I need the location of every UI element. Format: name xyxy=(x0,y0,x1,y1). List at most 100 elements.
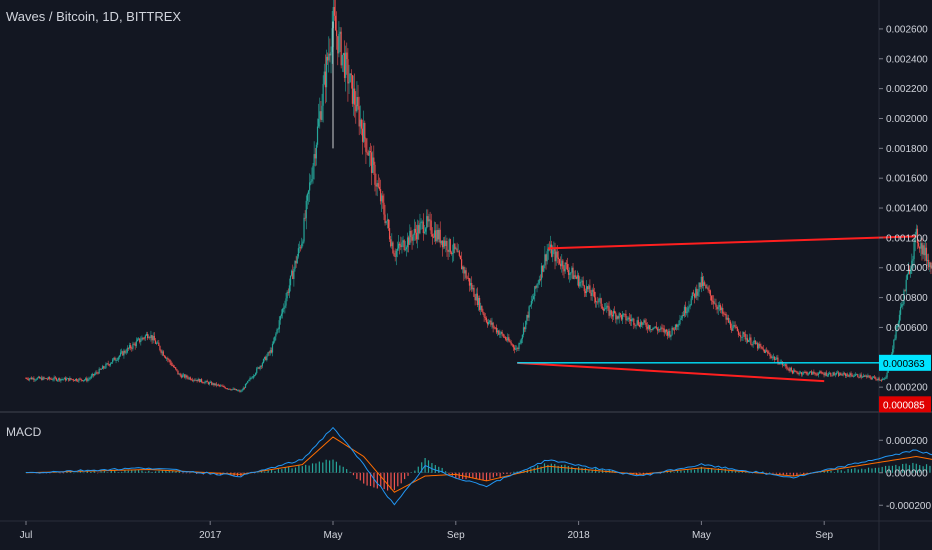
candle-body xyxy=(381,195,383,202)
candle-body xyxy=(267,352,269,356)
macd-histogram-bar xyxy=(598,471,600,473)
candle-body xyxy=(800,372,803,375)
candle-body xyxy=(706,287,708,289)
candle-body xyxy=(903,290,905,305)
candle-body xyxy=(76,378,78,381)
candle-body xyxy=(555,251,557,262)
candle-body xyxy=(902,304,904,305)
candle-body xyxy=(432,236,435,238)
candle-body xyxy=(845,374,848,376)
macd-histogram-bar xyxy=(670,470,672,473)
candle-body xyxy=(53,377,55,380)
macd-histogram-bar xyxy=(219,472,222,476)
macd-histogram-bar xyxy=(687,469,689,473)
candle-body xyxy=(687,307,689,312)
candle-body xyxy=(725,314,727,320)
macd-histogram-bar xyxy=(833,472,836,473)
candle-body xyxy=(293,268,295,279)
macd-histogram-bar xyxy=(97,472,99,474)
candle-body xyxy=(230,389,232,391)
candle-body xyxy=(359,119,361,127)
candle-body xyxy=(430,220,432,235)
candle-body xyxy=(617,316,619,319)
macd-signal-line xyxy=(25,436,932,493)
macd-histogram-bar xyxy=(369,472,372,487)
y-tick-label: 0.002600 xyxy=(886,24,928,35)
macd-histogram-bar xyxy=(840,470,842,473)
candle-body xyxy=(870,377,872,379)
candle-body xyxy=(664,329,666,333)
candle-body xyxy=(630,319,633,322)
candle-body xyxy=(778,363,780,365)
candle-body xyxy=(714,303,716,305)
macd-histogram-bar xyxy=(844,471,846,473)
candle-body xyxy=(404,249,406,251)
candle-body xyxy=(144,335,146,339)
candle-body xyxy=(612,310,615,317)
macd-histogram-bar xyxy=(697,468,699,473)
candle-body xyxy=(786,366,788,369)
candle-body xyxy=(705,284,707,288)
candle-body xyxy=(356,97,358,112)
macd-histogram-bar xyxy=(175,470,177,473)
macd-histogram-bar xyxy=(721,470,723,473)
candle-body xyxy=(580,281,582,283)
candle-body xyxy=(313,154,315,166)
support-price-label: 0.000363 xyxy=(883,359,925,370)
macd-histogram-bar xyxy=(479,472,481,480)
candle-body xyxy=(238,390,240,392)
candle-body xyxy=(538,279,540,284)
macd-label: MACD xyxy=(6,425,42,439)
candle-body xyxy=(905,279,907,292)
candle-body xyxy=(265,356,267,361)
candle-body xyxy=(368,150,370,156)
candle-body xyxy=(74,378,77,381)
candle-body xyxy=(686,311,688,314)
candle-body xyxy=(94,374,96,376)
macd-histogram-bar xyxy=(690,469,692,473)
candle-body xyxy=(131,348,133,349)
candle-body xyxy=(611,314,614,317)
candle-body xyxy=(385,221,387,224)
y-tick-label: 0.002400 xyxy=(886,54,928,65)
candle-body xyxy=(99,368,101,370)
candle-body xyxy=(567,270,570,275)
candle-body xyxy=(472,287,474,290)
macd-histogram-bar xyxy=(803,472,805,475)
macd-histogram-bar xyxy=(680,470,682,473)
candle-body xyxy=(424,228,427,232)
macd-histogram-bar xyxy=(898,466,900,473)
candle-body xyxy=(876,379,878,381)
candle-body xyxy=(315,144,317,159)
candle-body xyxy=(466,277,468,279)
macd-histogram-bar xyxy=(311,463,314,473)
candle-body xyxy=(302,241,304,244)
candle-body xyxy=(841,374,843,376)
candle-body xyxy=(216,384,218,386)
macd-histogram-bar xyxy=(905,463,907,473)
candle-body xyxy=(166,358,168,360)
lower-trendline xyxy=(517,361,825,383)
candle-body xyxy=(894,338,896,340)
macd-histogram-bar xyxy=(62,472,65,474)
macd-histogram-bar xyxy=(373,472,375,488)
candle-body xyxy=(784,364,786,366)
candle-body xyxy=(208,382,211,385)
candle-body xyxy=(539,279,541,281)
candle-body xyxy=(791,370,794,374)
candle-body xyxy=(360,119,363,129)
macd-histogram-bar xyxy=(864,469,866,473)
macd-histogram-bar xyxy=(185,472,187,474)
candle-body xyxy=(182,374,185,376)
macd-histogram-bar xyxy=(264,471,266,473)
macd-histogram-bar xyxy=(356,472,358,479)
candle-body xyxy=(332,7,334,29)
candle-body xyxy=(701,276,704,286)
macd-histogram-bar xyxy=(86,471,88,473)
macd-histogram-bar xyxy=(305,464,307,473)
macd-histogram-bar xyxy=(407,472,409,476)
candle-body xyxy=(226,388,229,390)
candle-body xyxy=(499,333,501,335)
candle-body xyxy=(880,379,883,381)
